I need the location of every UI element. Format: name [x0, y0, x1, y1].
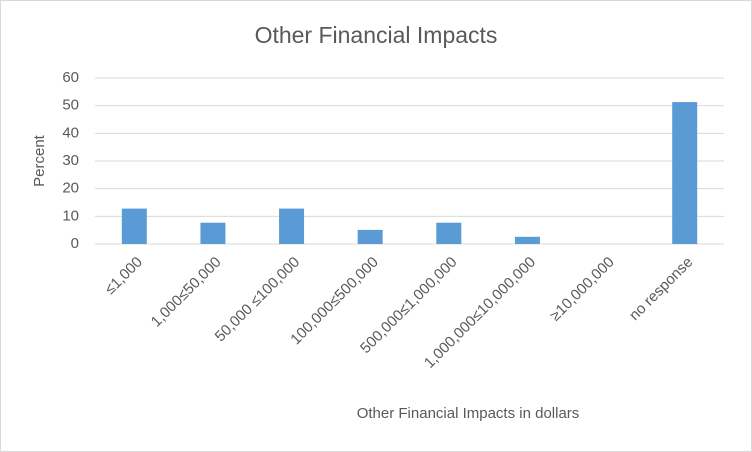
bar [672, 102, 698, 244]
bar [436, 222, 462, 244]
y-tick-label: 50 [62, 97, 79, 114]
bar [121, 208, 147, 244]
y-tick-label: 40 [62, 124, 79, 141]
bar [200, 222, 226, 244]
x-axis-label: Other Financial Impacts in dollars [357, 405, 580, 422]
bar [357, 229, 383, 244]
chart-title: Other Financial Impacts [255, 22, 498, 48]
y-axis-label: Percent [31, 134, 48, 187]
y-tick-label: 60 [62, 69, 79, 86]
y-tick-label: 20 [62, 180, 79, 197]
y-tick-label: 30 [62, 152, 79, 169]
bar [514, 236, 540, 244]
bar [279, 208, 305, 244]
y-tick-label: 0 [71, 235, 79, 252]
y-tick-label: 10 [62, 207, 79, 224]
